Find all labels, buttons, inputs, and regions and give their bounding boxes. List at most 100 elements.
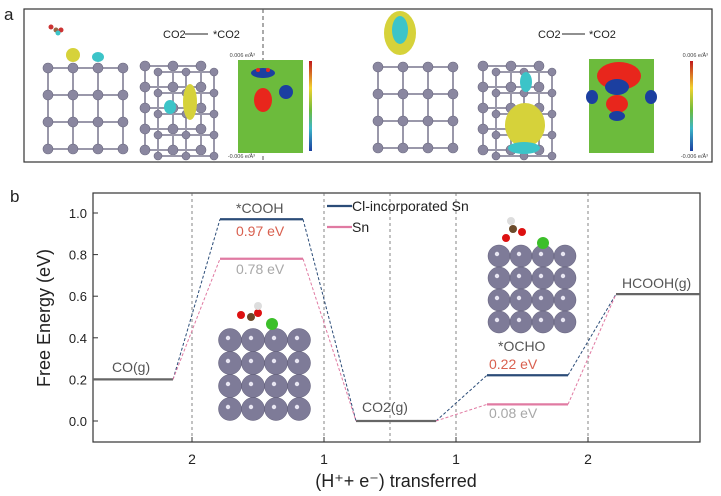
- density-spot: [266, 68, 270, 72]
- sn-atom: [218, 374, 242, 398]
- sn-atom: [42, 89, 54, 101]
- transition-line: [435, 374, 488, 422]
- sn-atom: [491, 109, 501, 119]
- sn-atom: [372, 61, 384, 73]
- charge-accumulation: [183, 84, 197, 120]
- sn-atom: [547, 130, 557, 140]
- sn-atom: [491, 67, 501, 77]
- density-spot: [254, 88, 272, 112]
- sn-atom: [372, 88, 384, 100]
- sn-atom: [139, 102, 151, 114]
- sn-atom: [477, 123, 489, 135]
- charge-accumulation: [66, 48, 80, 62]
- transition-line: [567, 293, 617, 405]
- sn-atom: [241, 351, 265, 375]
- transition-line: [172, 258, 221, 380]
- sn-atom: [547, 151, 557, 161]
- x-tick-label: 2: [584, 451, 592, 467]
- sn-atom: [264, 351, 288, 375]
- reaction-to: *CO2: [213, 29, 240, 41]
- sn-atom: [553, 266, 577, 290]
- sn-atom: [241, 328, 265, 352]
- atom: [48, 24, 54, 30]
- sn-atom: [422, 115, 434, 127]
- sn-atom: [167, 144, 179, 156]
- highlight: [494, 295, 500, 301]
- highlight: [494, 251, 500, 257]
- adsorbate-atom: [237, 311, 245, 319]
- sn-atom: [139, 81, 151, 93]
- sn-atom: [477, 144, 489, 156]
- sn-atom: [553, 288, 577, 312]
- highlight: [271, 381, 277, 387]
- density-spot: [606, 95, 628, 113]
- highlight: [225, 358, 231, 364]
- scale-min-left: -0.006 e/Å³: [228, 153, 255, 160]
- sn-atom: [92, 143, 104, 155]
- highlight: [294, 335, 300, 341]
- highlight: [560, 317, 566, 323]
- sn-atom: [531, 266, 555, 290]
- scale-min-right: -0.006 e/Å³: [681, 153, 708, 160]
- energy-annotation: 0.22 eV: [489, 356, 538, 372]
- sn-atom: [153, 130, 163, 140]
- sn-atom: [531, 310, 555, 334]
- sn-atom: [264, 374, 288, 398]
- energy-annotation: 0.97 eV: [236, 223, 285, 239]
- sn-atom: [209, 88, 219, 98]
- sn-atom: [491, 151, 501, 161]
- sn-atom: [218, 351, 242, 375]
- density-spot: [605, 79, 629, 95]
- scale-max-left: 0.006 e/Å³: [230, 52, 256, 59]
- atom: [55, 30, 61, 36]
- sn-atom: [447, 115, 459, 127]
- sn-atom: [139, 60, 151, 72]
- free-energy-chart: 2 1 1 2 0.0 0.2 0.4 0.6 0.8 1.0 CO(g) *COOH CO2(g) *O…: [69, 192, 701, 467]
- sn-atom: [287, 328, 311, 352]
- x-tick-label: 1: [320, 451, 328, 467]
- sn-atom: [181, 151, 191, 161]
- sn-atom: [553, 244, 577, 268]
- reaction-label-right: CO2 *CO2: [538, 29, 616, 41]
- density-spot: [586, 90, 598, 104]
- sn-atom: [491, 88, 501, 98]
- y-tick-label: 0.8: [69, 248, 87, 263]
- charge-depletion: [520, 72, 532, 92]
- sn-atom: [167, 60, 179, 72]
- sn-atom: [42, 143, 54, 155]
- sn-atom: [509, 266, 533, 290]
- density-spot: [251, 68, 275, 78]
- scale-max-right: 0.006 e/Å³: [683, 52, 709, 59]
- sn-slab: [42, 62, 129, 155]
- sn-atom: [139, 144, 151, 156]
- adsorbate-atom: [254, 309, 262, 317]
- highlight: [538, 317, 544, 323]
- sn-atom: [422, 88, 434, 100]
- legend-label: Sn: [352, 219, 369, 235]
- panel-a-label: a: [4, 5, 14, 24]
- sn-atom: [553, 310, 577, 334]
- highlight: [538, 295, 544, 301]
- panel-a-frame: [23, 8, 713, 163]
- sn-atom: [264, 328, 288, 352]
- sn-atom: [505, 60, 517, 72]
- sn-atom: [487, 288, 511, 312]
- sn-atom: [209, 67, 219, 77]
- highlight: [538, 273, 544, 279]
- highlight: [248, 335, 254, 341]
- highlight: [225, 381, 231, 387]
- transition-line: [567, 293, 617, 376]
- state-label: CO(g): [112, 359, 150, 375]
- sn-atom: [195, 60, 207, 72]
- reaction-from: CO2: [163, 29, 186, 41]
- highlight: [560, 251, 566, 257]
- sn-atom: [209, 130, 219, 140]
- energy-annotation: 0.78 eV: [236, 261, 285, 277]
- highlight: [516, 317, 522, 323]
- sn-atom: [477, 102, 489, 114]
- sn-atom: [397, 88, 409, 100]
- sn-atom: [287, 397, 311, 421]
- sn-atom: [372, 115, 384, 127]
- highlight: [560, 273, 566, 279]
- charge-density-map: [238, 60, 303, 153]
